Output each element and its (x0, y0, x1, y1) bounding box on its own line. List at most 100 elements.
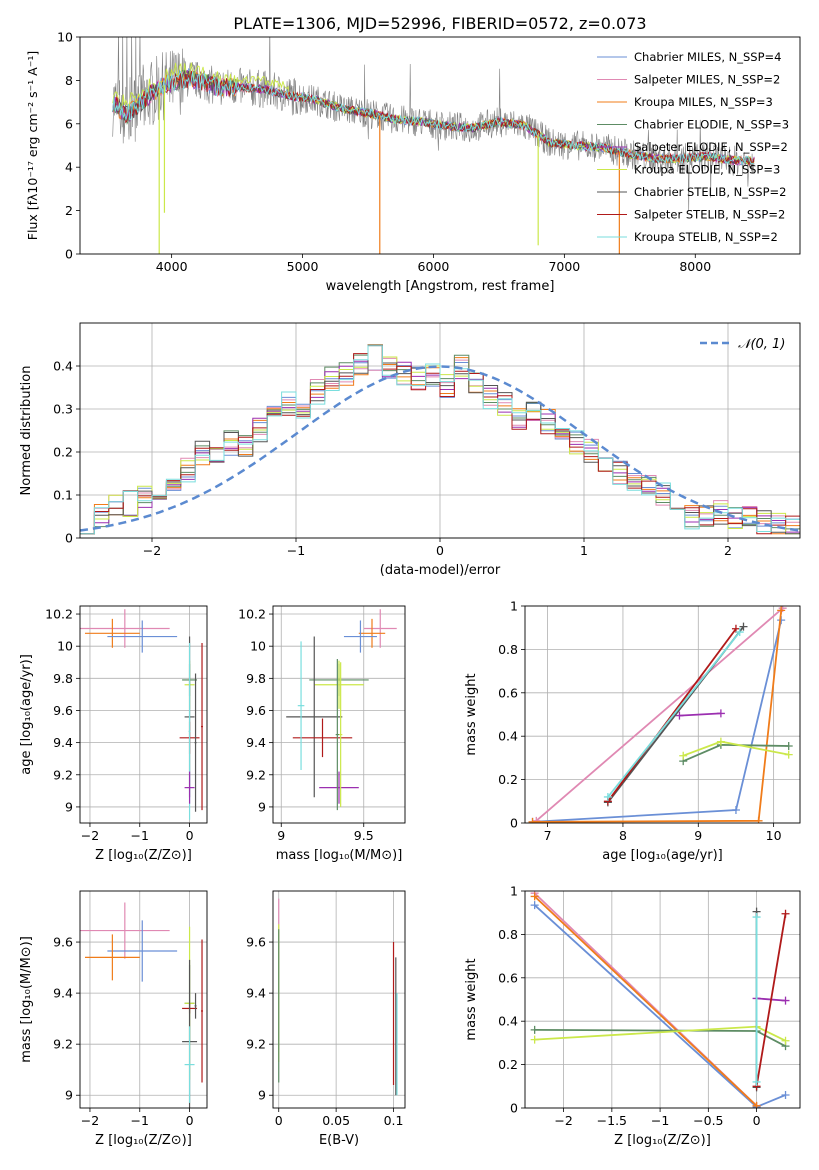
x-tick-label: −1 (131, 1113, 149, 1128)
y-tick-label: 0.8 (498, 927, 518, 942)
weight-marker (777, 606, 786, 615)
y-tick-label: 0.2 (498, 772, 518, 787)
y-tick-label: 1 (510, 599, 518, 614)
axes-frame (79, 605, 208, 824)
weight-marker (735, 628, 744, 637)
legend-label: Chabrier STELIB, N_SSP=2 (634, 185, 786, 199)
weight-marker (532, 816, 541, 823)
x-tick-label: 6000 (418, 259, 450, 274)
axes-frame (524, 890, 801, 1109)
weight-marker (752, 1077, 761, 1086)
x-axis-label: mass [log₁₀(M/M⊙)] (276, 848, 403, 863)
weight-line-krou_stelib (607, 631, 741, 798)
legend-label: Chabrier ELODIE, N_SSP=3 (634, 118, 789, 132)
weight-line-salp_stelib (755, 913, 787, 1087)
y-tick-label: 0.6 (498, 685, 518, 700)
age-vs-metallicity-panel: −2 −1 0 9 9.2 9.4 9.6 9.8 10 10.2 Z [log₁₀(Z/Z⊙)] a… (19, 605, 208, 863)
x-axis-label: Z [log₁₀(Z/Z⊙)] (95, 1133, 192, 1148)
mass-vs-metallicity-panel: −2 −1 0 9 9.2 9.4 9.6 Z [log₁₀(Z/Z⊙)] mass [log₁… (19, 890, 208, 1148)
weight-marker (752, 1101, 761, 1108)
grid-lines (273, 606, 405, 823)
axes: 9 9.5 9 9.2 9.4 9.6 9.8 10 10.2 mass [log₁₀(M/M⊙)… (238, 605, 406, 863)
y-tick-label: 10 (57, 30, 73, 45)
y-tick-label: 9.6 (246, 935, 266, 950)
legend-label: Kroupa ELODIE, N_SSP=3 (634, 163, 780, 177)
x-tick-label: 9.5 (354, 828, 374, 843)
axes-frame (272, 605, 406, 824)
x-tick-label: 0 (436, 543, 444, 558)
x-tick-label: −2 (81, 828, 99, 843)
weight-line-salp_elodie (679, 712, 721, 717)
axes-frame (272, 890, 406, 1109)
x-axis-label: Z [log₁₀(Z/Z⊙)] (614, 1133, 711, 1148)
y-tick-label: 9.4 (53, 986, 73, 1001)
x-axis-label: age [log₁₀(age/yr)] (602, 848, 723, 863)
x-tick-label: 2 (724, 543, 732, 558)
plot-area (528, 606, 793, 823)
axes-frame (79, 322, 801, 539)
x-axis-label: (data-model)/error (380, 563, 501, 578)
y-tick-label: 9.6 (53, 703, 73, 718)
x-tick-label: −0.5 (693, 1113, 723, 1128)
y-tick-label: 10.2 (45, 607, 73, 622)
observed-spectrum (112, 37, 755, 212)
y-tick-label: 4 (65, 160, 73, 175)
x-tick-label: 0 (275, 1113, 283, 1128)
residuals-panel: −2 −1 0 1 2 0 0.1 0.2 0.3 0.4 (data-model)/error No… (19, 322, 801, 578)
axes: −2 −1.5 −1 −0.5 0 0 0.2 0.4 0.6 0.8 1 Z [log₁₀(Z/Z⊙… (464, 884, 801, 1148)
y-tick-label: 0.4 (498, 1014, 518, 1029)
x-tick-label: 0.1 (384, 1113, 404, 1128)
axes: −2 −1 0 1 2 0 0.1 0.2 0.3 0.4 (data-model)/error No… (19, 322, 801, 578)
x-tick-label: −2 (554, 1113, 572, 1128)
weight-marker (752, 913, 761, 922)
age-vs-mass-panel: 9 9.5 9 9.2 9.4 9.6 9.8 10 10.2 mass [log₁₀(M/M⊙)… (238, 605, 406, 863)
y-tick-label: 9.6 (53, 935, 73, 950)
weight-vs-age-panel: 7 8 9 10 0 0.2 0.4 0.6 0.8 1 age [log₁₀(age/yr)] ma… (464, 599, 801, 863)
y-tick-label: 0.8 (498, 642, 518, 657)
axes-frame (524, 605, 801, 824)
weight-marker (784, 750, 793, 759)
y-axis-label: Flux [fλ10⁻¹⁷ erg cm⁻² s⁻¹ A⁻¹] (25, 51, 40, 240)
legend: Chabrier MILES, N_SSP=4 Salpeter MILES, N… (597, 50, 789, 244)
axes-frame (79, 36, 801, 255)
weight-marker (679, 751, 688, 760)
x-tick-label: −2 (81, 1113, 99, 1128)
legend-label: 𝒩(0, 1) (738, 337, 785, 352)
x-tick-label: 0 (186, 1113, 194, 1128)
x-tick-label: 0 (186, 828, 194, 843)
y-tick-label: 9.4 (246, 735, 266, 750)
y-tick-label: 0.2 (53, 445, 73, 460)
y-tick-label: 0.3 (53, 402, 73, 417)
x-tick-label: 4000 (156, 259, 188, 274)
y-tick-label: 2 (65, 203, 73, 218)
y-tick-label: 9.2 (246, 767, 266, 782)
y-tick-label: 9.2 (53, 767, 73, 782)
plot-area (80, 902, 204, 1108)
x-tick-label: 9 (277, 828, 285, 843)
x-tick-label: 1 (580, 543, 588, 558)
weight-line-salp_stelib (607, 628, 737, 802)
gaussian-curve (80, 365, 800, 532)
weight-marker (530, 1025, 539, 1034)
weight-marker (675, 711, 684, 720)
y-tick-label: 9.4 (246, 986, 266, 1001)
plot-area (278, 898, 398, 1096)
weight-vs-metallicity-panel: −2 −1.5 −1 −0.5 0 0 0.2 0.4 0.6 0.8 1 Z [log₁₀(Z/Z⊙… (464, 884, 801, 1148)
model-spectrum-krou_stelib (112, 70, 755, 166)
residual-histogram-krou_stelib (80, 345, 800, 535)
y-axis-label: age [log₁₀(age/yr)] (19, 654, 34, 775)
x-tick-label: 8 (619, 828, 627, 843)
weight-marker (784, 741, 793, 750)
x-tick-label: −1 (131, 828, 149, 843)
axes-frame (79, 890, 208, 1109)
weight-marker (528, 817, 537, 823)
weight-marker (716, 737, 725, 746)
x-axis-label: E(B-V) (319, 1133, 359, 1148)
y-tick-label: 9.6 (246, 703, 266, 718)
y-tick-label: 0 (65, 247, 73, 262)
y-axis-label: mass weight (464, 673, 479, 755)
x-tick-label: 7000 (548, 259, 580, 274)
legend-label: Salpeter ELODIE, N_SSP=2 (634, 140, 788, 154)
y-tick-label: 0.2 (498, 1057, 518, 1072)
